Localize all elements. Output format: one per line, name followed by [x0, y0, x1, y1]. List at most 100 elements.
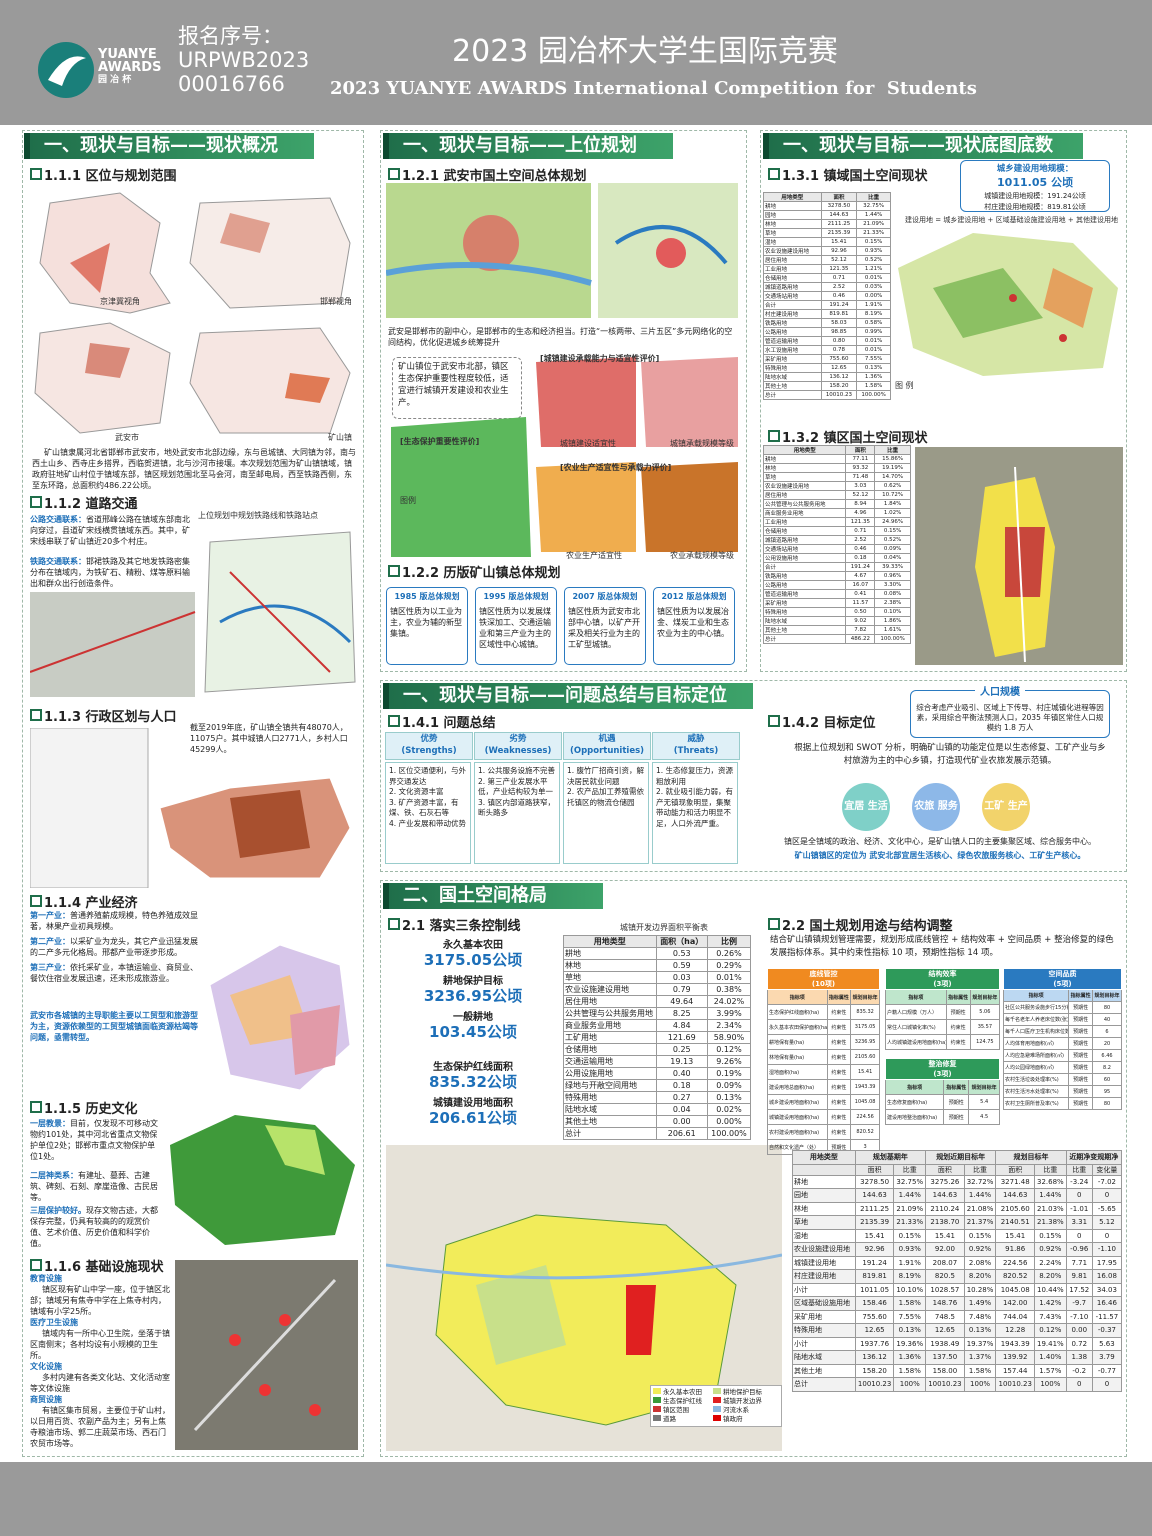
data-table: 整治修复 (3项) 指标项 指标属性 规划目标年 生态修复面积(ha) 预期性 5.4 建设用…	[884, 1058, 1000, 1125]
table-cell: 24.02%	[706, 995, 752, 1008]
logo-line: 园 冶 杯	[98, 75, 132, 85]
table-cell: 16.08	[1091, 1269, 1123, 1284]
table-row: 建设用地总面积(ha) 约束性 1943.39	[767, 1079, 880, 1095]
table-cell: 小计	[792, 1336, 856, 1351]
swot-text: 1. 公共服务设施不完善 2. 第三产业发展水平低，产业结构较为单一 3. 镇区…	[474, 762, 560, 864]
text: 目前，仅发现不可移动文物约101处，其中河北省重点文物保护单位2处；邯郸市重点文…	[30, 1119, 158, 1161]
table-cell: 建设用地总面积(ha)	[767, 1079, 828, 1095]
data-table: 用地类型 规划基期年 规划近期目标年 规划目标年 近期净变规期净 面积 比重 面积 比重 面积 比重…	[792, 1150, 1123, 1392]
table-cell: 特殊用地	[563, 1091, 657, 1104]
header-row: 用地类型 面积 比重	[763, 192, 891, 202]
table-cell: 约束性	[826, 1049, 852, 1065]
table: 用地类型 面积 比重 耕地 77.11 15.86% 林地 93.32 19.19% 草地 71.4…	[762, 445, 911, 644]
table-cell: -7.02	[1091, 1174, 1123, 1189]
header-cell: 用地类型	[563, 935, 657, 948]
table-cell: 0.99%	[856, 327, 891, 337]
header-cell: 面积	[820, 192, 858, 202]
table-cell: 商业服务业用地	[762, 508, 847, 518]
map-label: 农业承载规模等级	[670, 551, 734, 560]
table-cell: 人均体育用地面积(㎡)	[1002, 1037, 1070, 1050]
table-cell: 100%	[1034, 1377, 1067, 1392]
table-cell: 1.42%	[1034, 1296, 1067, 1311]
paragraph: 公路交通联系：省道邢峰公路在镇域东部南北向穿过，县道矿宋线横贯镇域东西。其中，矿…	[30, 514, 195, 547]
table-cell: 21.09%	[893, 1201, 927, 1216]
table-cell: 121.35	[845, 517, 876, 527]
table-cell: 特殊用地	[762, 607, 847, 617]
table-cell: 铁路用地	[762, 571, 847, 581]
table-row: 交通场站用地 0.46 0.09%	[762, 544, 911, 554]
table-cell: 8.20%	[963, 1269, 997, 1284]
table-row: 耕地保有量(ha) 约束性 3236.95	[767, 1034, 880, 1050]
table-cell: 8.19%	[856, 309, 891, 319]
table-cell: 21.33%	[893, 1215, 927, 1230]
table-cell: 19.37%	[963, 1336, 997, 1351]
table-cell: 5.06	[969, 1004, 1001, 1020]
table-cell: 草地	[763, 228, 822, 238]
table-cell: 820.52	[995, 1269, 1036, 1284]
table-cell: 永久基本农田保护面积(ha)	[767, 1019, 828, 1035]
table-cell: 2111.25	[820, 219, 858, 229]
table-cell: 1.49%	[963, 1296, 997, 1311]
table-row: 特殊用地 0.50 0.10%	[762, 607, 911, 617]
table-row: 建设用地整治面积(ha) 预期性 4.5	[884, 1109, 1000, 1125]
line-name: 城镇建设用地面积	[433, 1098, 513, 1109]
plan-year: 2012 版总体规划	[661, 592, 727, 601]
table-cell: 2105.60	[995, 1201, 1036, 1216]
table-row: 农业设施建设用地 92.96 0.93%	[763, 246, 891, 256]
header-row: 用地类型 面积 比重	[762, 445, 911, 455]
table-cell: 0.01%	[856, 273, 891, 283]
table-cell: 6.46	[1092, 1049, 1122, 1062]
map-label: [生态保护重要性评价]	[400, 437, 480, 446]
table-cell: 58.90%	[706, 1031, 752, 1044]
table-cell: 820.52	[850, 1124, 880, 1140]
table-cell: 191.24	[820, 300, 858, 310]
plan-text: 镇区性质为以发展冶金、煤炭工业和生态农业为主的中心镇。	[657, 607, 729, 638]
table-cell: 总计	[792, 1377, 856, 1392]
table-cell: 3.31	[1065, 1215, 1093, 1230]
header-cell: 比例	[706, 935, 752, 948]
evaluation-maps	[391, 357, 738, 557]
table-row: 城镇建设用地面积(ha) 约束性 224.56	[767, 1109, 880, 1125]
table-cell: 0.13%	[963, 1323, 997, 1338]
header-cell: 比重	[1065, 1163, 1093, 1176]
table-cell: 80	[1092, 1097, 1122, 1110]
legend-swatch	[713, 1406, 721, 1412]
table-cell: 总计	[563, 1127, 657, 1140]
table-cell: 0.26%	[706, 947, 752, 960]
table-cell: 0.13%	[893, 1323, 927, 1338]
heading: 1.1.4 产业经济	[30, 892, 138, 911]
table-row: 草地 2135.39 21.33%	[763, 228, 891, 238]
table-cell: 0.52%	[874, 535, 911, 545]
table-cell: 林地	[563, 959, 657, 972]
reg-no: URPWB2023	[178, 48, 310, 72]
table-cell: 0.00%	[856, 291, 891, 301]
lead: 第三产业：	[30, 963, 70, 972]
section-banner: 二、国土空间格局	[383, 883, 603, 909]
table-cell: 157.44	[995, 1363, 1036, 1378]
table-cell: -11.57	[1091, 1309, 1123, 1324]
table-cell: 100.00%	[856, 390, 891, 400]
logo-text: YUANYE AWARDS 园 冶 杯	[98, 48, 161, 87]
table-cell: 2110.24	[925, 1201, 965, 1216]
line-value: 3236.95公顷	[423, 987, 523, 1005]
table-cell: 草地	[792, 1215, 856, 1230]
table-cell: 0.10%	[874, 607, 911, 617]
table-cell: 12.28	[995, 1323, 1036, 1338]
header-cell: 规划目标年	[968, 1079, 1000, 1095]
heading: 1.2.1 武安市国土空间总体规划	[388, 165, 587, 184]
table-cell: 湿地	[763, 237, 822, 247]
header-cell: 指标项	[1002, 989, 1070, 1002]
table-cell: 总计	[762, 634, 847, 644]
header-cell: 指标属性	[826, 989, 852, 1005]
table-row: 陆地水域 0.04 0.02%	[563, 1103, 752, 1116]
table-group-title: 结构效率 (3项)	[885, 968, 1000, 990]
table-cell: 采矿用地	[763, 354, 822, 364]
table-cell: 耕地保有量(ha)	[767, 1034, 828, 1050]
table-cell: 17.52	[1065, 1282, 1093, 1297]
table-cell: 2.52	[820, 282, 858, 292]
paragraph: 截至2019年底，矿山镇全镇共有48070人，11075户。其中城镇人口2771…	[190, 723, 348, 754]
table-cell: 12.65	[854, 1323, 895, 1338]
table-cell: 0	[1065, 1228, 1093, 1243]
table-cell: 3278.50	[820, 201, 858, 211]
table-cell: 19.13	[655, 1055, 708, 1068]
